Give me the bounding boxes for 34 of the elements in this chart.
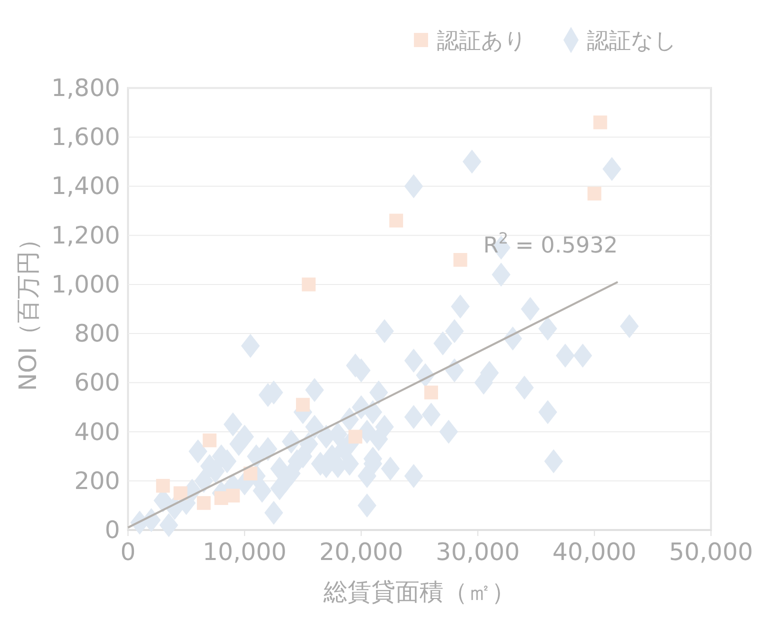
y-tick-label: 0 xyxy=(104,516,120,544)
y-tick-label: 400 xyxy=(74,418,120,446)
x-tick-label: 50,000 xyxy=(669,538,753,566)
y-tick-label: 1,000 xyxy=(51,270,120,298)
y-tick-label: 1,400 xyxy=(51,172,120,200)
x-tick-label: 30,000 xyxy=(436,538,520,566)
x-axis-title: 総賃貸面積（㎡） xyxy=(322,578,516,606)
point xyxy=(593,115,608,130)
x-tick-label: 40,000 xyxy=(552,538,636,566)
annotation: R$^{2}$ = 0.5932 xyxy=(483,230,618,259)
point xyxy=(389,214,404,228)
y-tick-label: 800 xyxy=(74,320,120,348)
point xyxy=(453,252,468,267)
point xyxy=(156,478,170,493)
point xyxy=(296,398,310,412)
legend-label: 認証なし xyxy=(587,29,677,54)
y-axis-title: NOI（百万円） xyxy=(14,227,42,391)
point xyxy=(348,430,362,444)
point xyxy=(202,433,217,448)
point xyxy=(226,488,240,503)
point xyxy=(302,278,316,292)
y-tick-label: 600 xyxy=(74,368,120,397)
y-tick-label: 1,800 xyxy=(51,74,120,102)
point xyxy=(196,496,211,510)
point xyxy=(424,386,438,400)
x-tick-label: 10,000 xyxy=(202,538,287,566)
point xyxy=(588,186,602,200)
y-tick-label: 1,200 xyxy=(51,221,120,250)
legend-label: 認証あり xyxy=(437,29,527,54)
point xyxy=(244,466,258,480)
y-tick-label: 200 xyxy=(74,466,120,495)
point xyxy=(174,486,188,500)
x-tick-label: 20,000 xyxy=(319,538,404,566)
y-tick-label: 1,600 xyxy=(51,123,120,152)
